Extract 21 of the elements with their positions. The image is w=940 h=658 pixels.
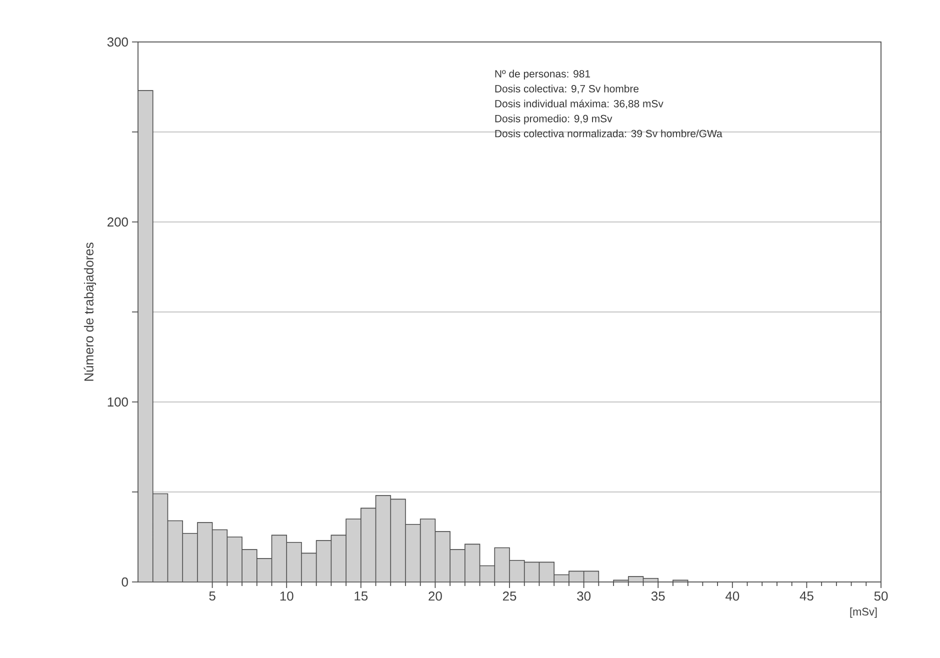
x-tick-label: 20 <box>428 592 442 601</box>
x-tick-label: 40 <box>726 592 740 601</box>
x-tick-label: 25 <box>502 592 516 601</box>
annotation: Dosis colectiva normalizada: 39 Sv hombre/GWa <box>495 130 722 138</box>
annotation: Dosis colectiva: 9,7 Sv hombre <box>495 84 639 94</box>
x-tick-label: 10 <box>280 592 294 601</box>
x-tick-label: 15 <box>354 592 368 601</box>
x-tick-label: 35 <box>651 592 665 601</box>
annotation: Dosis promedio: 9,9 mSv <box>495 114 612 124</box>
y-tick-label: 300 <box>107 37 128 47</box>
x-tick-label: 45 <box>800 592 814 601</box>
x-tick-label: 50 <box>874 592 888 601</box>
x-axis-title: [mSv] <box>850 608 877 618</box>
y-tick-label: 0 <box>122 577 128 587</box>
annotation: Dosis individual máxima: 36,88 mSv <box>495 100 664 109</box>
annotation: Nº de personas: 981 <box>495 70 590 80</box>
y-axis-title: Número de trabajadores <box>84 242 96 381</box>
x-tick-label: 5 <box>209 592 216 601</box>
y-tick-label: 100 <box>108 397 128 407</box>
y-tick-label: 200 <box>108 217 128 227</box>
x-tick-label: 30 <box>577 592 591 601</box>
